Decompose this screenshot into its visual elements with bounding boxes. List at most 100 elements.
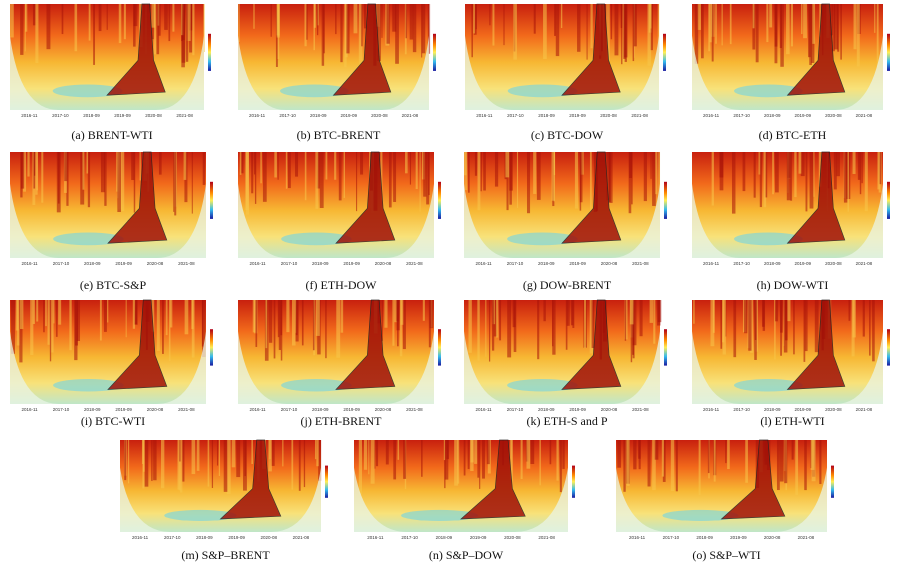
x-tick-label: 2019-09 <box>569 407 586 412</box>
x-tick-label: 2018-09 <box>764 407 781 412</box>
streak <box>174 152 176 215</box>
streak <box>634 4 637 46</box>
streak <box>471 4 473 57</box>
streak <box>398 440 400 460</box>
streak <box>631 152 633 204</box>
streak <box>185 300 189 334</box>
streak <box>403 440 406 479</box>
x-tick-label: 2019-09 <box>343 407 360 412</box>
panel-caption: (h) DOW-WTI <box>690 278 895 293</box>
streak <box>847 152 849 212</box>
streak <box>812 4 815 44</box>
streak <box>389 152 392 207</box>
streak <box>278 4 280 59</box>
x-tick-label: 2018-09 <box>696 535 713 540</box>
x-tick-label: 2021-08 <box>402 113 419 118</box>
streak <box>766 4 768 42</box>
streak <box>794 152 796 197</box>
wavelet-panel: 2016-112017-102018-092019-092020-082021-… <box>462 150 672 268</box>
streak <box>699 440 701 495</box>
streak <box>477 440 479 478</box>
streak <box>769 4 772 27</box>
streak <box>780 300 782 356</box>
streak <box>464 152 467 175</box>
streak <box>617 440 621 468</box>
streak <box>693 300 695 324</box>
streak <box>556 4 559 56</box>
streak <box>274 300 276 358</box>
streak <box>474 440 477 464</box>
streak <box>836 152 839 176</box>
wavelet-panel: 2016-112017-102018-092019-092020-082021-… <box>236 2 441 120</box>
streak <box>623 440 625 492</box>
wavelet-panel: 2016-112017-102018-092019-092020-082021-… <box>118 438 333 542</box>
x-tick-label: 2020-08 <box>764 535 781 540</box>
streak <box>560 440 562 492</box>
streak <box>840 4 842 60</box>
x-tick-label: 2016-11 <box>22 261 39 266</box>
x-tick-label: 2016-11 <box>132 535 149 540</box>
streak <box>556 440 558 481</box>
streak <box>662 440 664 477</box>
streak <box>46 4 50 49</box>
streak <box>787 152 791 200</box>
wavelet-panel: 2016-112017-102018-092019-092020-082021-… <box>8 2 216 120</box>
x-tick-label: 2017-10 <box>401 535 418 540</box>
x-tick-label: 2021-08 <box>406 261 423 266</box>
streak <box>313 300 315 350</box>
streak <box>280 300 282 335</box>
streak <box>282 440 283 466</box>
streak <box>804 440 807 490</box>
streak <box>43 300 45 332</box>
streak <box>468 300 471 353</box>
streak <box>124 440 126 480</box>
streak <box>75 300 78 346</box>
streak <box>652 152 656 206</box>
streak <box>397 300 399 346</box>
streak <box>251 440 253 464</box>
streak <box>732 152 735 214</box>
x-tick-label: 2021-08 <box>176 113 193 118</box>
streak <box>100 300 102 341</box>
streak <box>481 152 482 191</box>
streak <box>393 152 396 202</box>
streak <box>530 440 534 464</box>
streak <box>157 300 160 351</box>
streak <box>359 440 362 495</box>
streak <box>615 4 619 55</box>
streak <box>364 4 366 28</box>
streak <box>64 152 67 181</box>
streak <box>580 152 583 202</box>
x-tick-label: 2020-08 <box>371 113 388 118</box>
streak <box>304 440 305 487</box>
streak <box>126 300 127 337</box>
streak <box>117 152 121 212</box>
streak <box>754 152 756 198</box>
streak <box>344 152 345 198</box>
streak <box>487 440 490 464</box>
streak <box>104 300 107 332</box>
streak <box>753 4 755 28</box>
streak <box>806 152 808 211</box>
x-tick-label: 2016-11 <box>249 113 266 118</box>
streak <box>302 300 304 345</box>
streak <box>140 152 141 180</box>
streak <box>503 4 504 45</box>
streak <box>715 4 717 44</box>
streak <box>801 4 802 34</box>
streak <box>852 300 855 337</box>
colorbar <box>663 34 666 71</box>
streak <box>182 440 184 482</box>
x-tick-label: 2017-10 <box>663 535 680 540</box>
streak <box>346 4 349 53</box>
streak <box>537 300 539 359</box>
streak <box>291 440 293 490</box>
streak <box>877 152 879 189</box>
streak <box>405 152 408 173</box>
streak <box>121 152 124 211</box>
x-tick-label: 2016-11 <box>703 261 720 266</box>
streak <box>561 4 562 28</box>
colorbar <box>210 182 213 219</box>
streak <box>762 300 765 327</box>
